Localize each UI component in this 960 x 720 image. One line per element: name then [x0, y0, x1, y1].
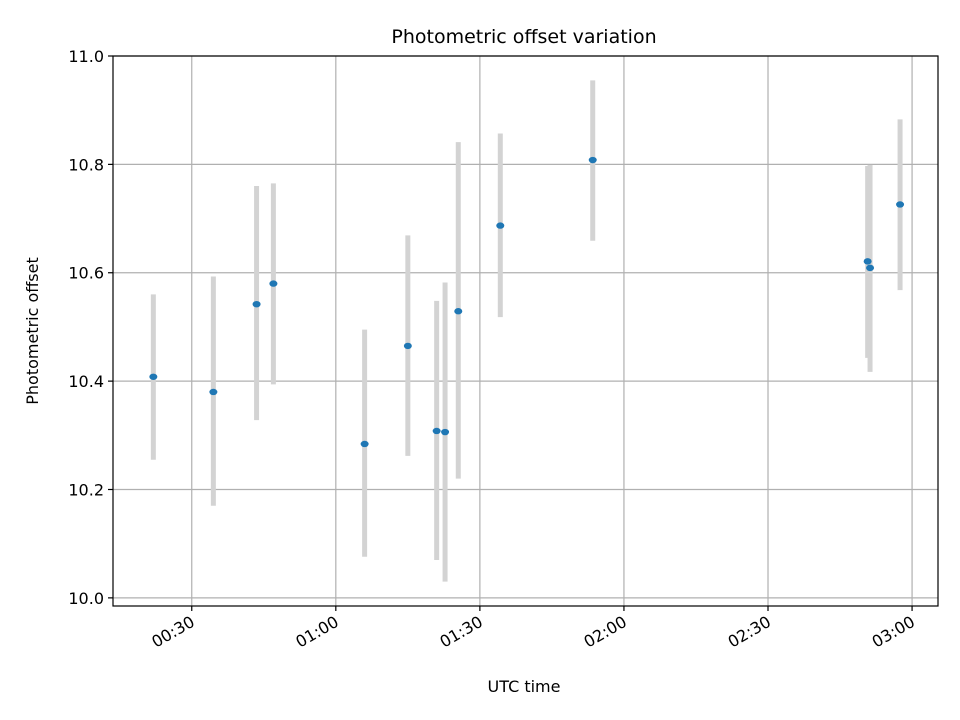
plot-frame — [112, 55, 939, 607]
data-point — [432, 427, 441, 435]
x-axis-ticks: 00:30 01:00 01:30 02:00 02:30 03:00 — [148, 606, 918, 652]
y-tick-label: 10.4 — [68, 372, 104, 391]
data-point — [588, 156, 597, 164]
data-point — [454, 308, 463, 315]
x-tick-label: 00:30 — [148, 612, 197, 652]
data-points — [149, 156, 905, 448]
plot-background — [113, 56, 938, 606]
x-axis-title: UTC time — [488, 677, 561, 696]
y-tick-label: 10.8 — [68, 155, 104, 174]
y-axis-ticks: 10.0 10.2 10.4 10.6 10.8 11.0 — [68, 47, 113, 608]
y-axis-title: Photometric offset — [23, 257, 42, 405]
data-point — [866, 264, 875, 272]
x-tick-label: 02:30 — [725, 612, 774, 652]
data-point — [149, 373, 158, 380]
y-tick-label: 10.2 — [68, 480, 104, 499]
chart-title: Photometric offset variation — [391, 26, 656, 48]
y-tick-label: 11.0 — [68, 47, 104, 66]
data-point — [209, 388, 218, 396]
y-tick-label: 10.0 — [68, 589, 104, 608]
x-tick-label: 02:00 — [581, 612, 630, 652]
data-point — [441, 428, 450, 436]
data-point — [403, 342, 412, 350]
data-point — [863, 258, 872, 265]
data-point — [269, 280, 278, 287]
x-tick-label: 03:00 — [869, 612, 918, 652]
data-point — [252, 300, 261, 308]
x-tick-label: 01:00 — [292, 612, 341, 652]
data-point — [360, 440, 369, 448]
x-tick-label: 01:30 — [436, 612, 485, 652]
data-point — [496, 222, 505, 229]
y-tick-label: 10.6 — [68, 264, 104, 283]
data-point — [896, 201, 905, 208]
